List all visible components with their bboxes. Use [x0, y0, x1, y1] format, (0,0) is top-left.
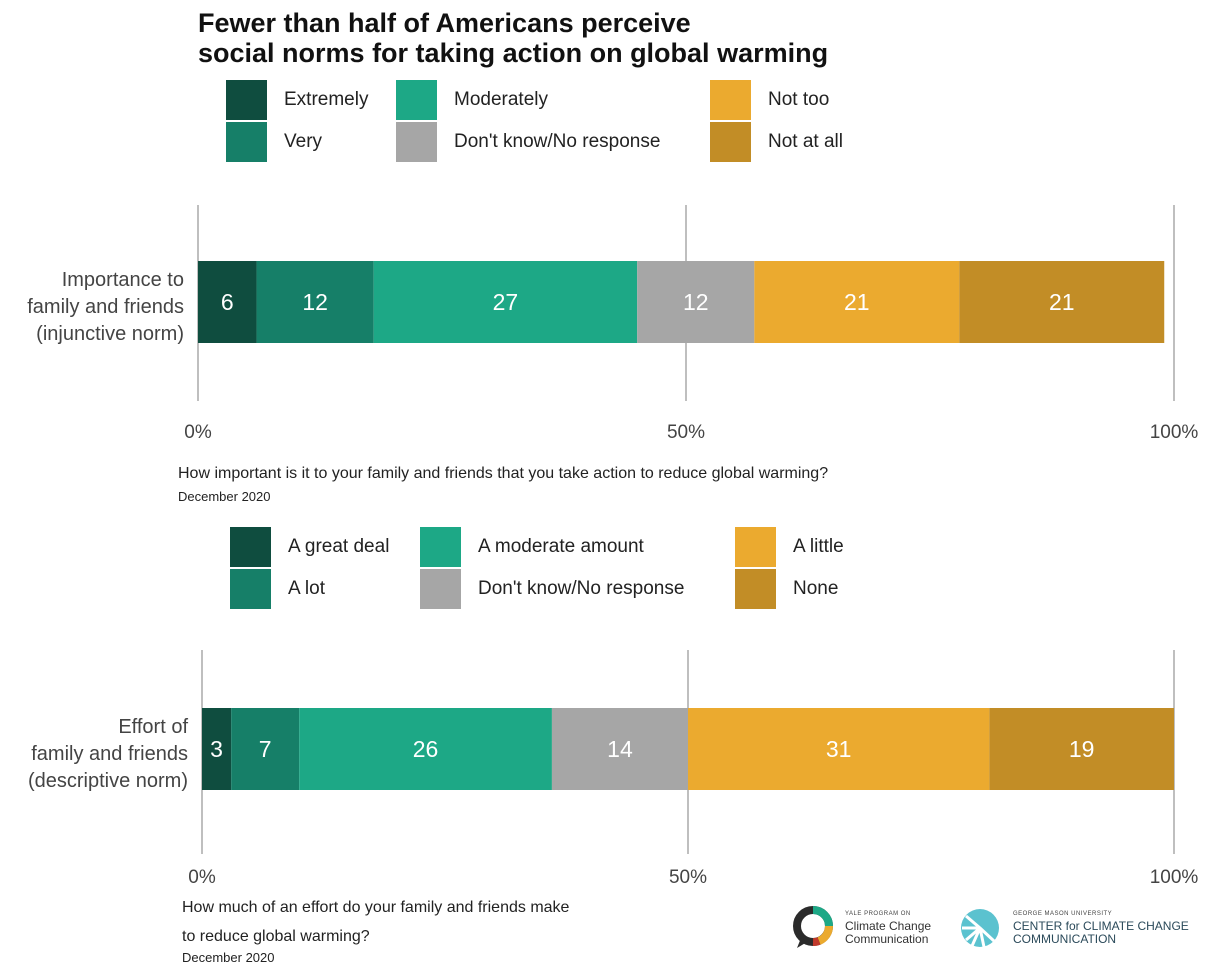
chart-2-category-label-2: (descriptive norm): [28, 770, 188, 792]
chart-2-plot: 3 7 26 14 31 19 Effort of family and friends (de…: [28, 650, 1199, 888]
legend-label-very: Very: [284, 131, 323, 152]
chart-1-bar-3: [637, 261, 755, 343]
chart-1-category-label-2: (injunctive norm): [36, 323, 184, 345]
chart-title-line-1: Fewer than half of Americans perceive: [198, 8, 691, 38]
legend-label-moderately: Moderately: [454, 89, 548, 110]
legend-swatch-none: [735, 569, 776, 609]
chart-1-date: December 2020: [178, 489, 271, 504]
chart-title-line-2: social norms for taking action on global…: [198, 38, 829, 68]
legend-label-a-lot: A lot: [288, 578, 325, 599]
legend-label-a-little: A little: [793, 536, 844, 557]
chart-2-bar-3: [551, 708, 688, 790]
chart-1-bar-label-3: 12: [683, 289, 709, 315]
legend-label-extremely: Extremely: [284, 89, 369, 110]
gmu-logo-line-1: CENTER for CLIMATE CHANGE: [1013, 919, 1189, 933]
chart-2-date: December 2020: [182, 950, 275, 965]
legend-swatch-a-lot: [230, 569, 271, 609]
yale-logo-line-2: Communication: [845, 932, 929, 946]
chart-1-bar-label-5: 21: [1049, 289, 1075, 315]
yale-logo-small: YALE PROGRAM ON: [845, 911, 911, 917]
chart-2-category-label-0: Effort of: [118, 716, 188, 738]
legend-label-a-moderate-amount: A moderate amount: [478, 536, 644, 557]
legend-label-not-at-all: Not at all: [768, 131, 843, 152]
gmu-logo: GEORGE MASON UNIVERSITY CENTER for CLIMA…: [958, 906, 1189, 952]
yale-logo-icon: [793, 906, 833, 948]
chart-2-question-line-2: to reduce global warming?: [182, 928, 370, 945]
chart-1-category-label-1: family and friends: [27, 296, 184, 318]
yale-logo: YALE PROGRAM ON Climate Change Communica…: [793, 906, 948, 952]
chart-1-bar-label-0: 6: [221, 289, 234, 315]
chart-2-bar-label-5: 19: [1069, 736, 1095, 762]
chart-2-bar-2: [299, 708, 552, 790]
yale-logo-line-1: Climate Change: [845, 919, 932, 933]
chart-2-bar-1: [231, 708, 300, 790]
chart-2-bar-4: [688, 708, 990, 790]
legend-label-dont-know: Don't know/No response: [454, 131, 661, 152]
legend-swatch-extremely: [226, 80, 267, 120]
chart-1-bar-1: [256, 261, 374, 343]
legend-swatch-a-little: [735, 527, 776, 567]
chart-1-bar-5: [959, 261, 1165, 343]
chart-1-category-label-0: Importance to: [62, 269, 184, 291]
gmu-logo-small: GEORGE MASON UNIVERSITY: [1013, 911, 1113, 917]
chart-2-bar-0: [202, 708, 232, 790]
chart-1-question: How important is it to your family and f…: [178, 465, 829, 482]
legend-swatch-dont-know-2: [420, 569, 461, 609]
chart-2-question: How much of an effort do your family and…: [182, 893, 569, 951]
chart-2-tick-label-2: 100%: [1150, 867, 1199, 888]
legend-label-none: None: [793, 578, 839, 599]
legend-swatch-a-moderate-amount: [420, 527, 461, 567]
chart-2-bar-label-2: 26: [413, 736, 439, 762]
chart-2-tick-label-1: 50%: [669, 867, 707, 888]
legend-label-not-too: Not too: [768, 89, 830, 110]
legend-label-dont-know-2: Don't know/No response: [478, 578, 685, 599]
legend-swatch-not-too: [710, 80, 751, 120]
legend-swatch-dont-know: [396, 122, 437, 162]
legend-label-a-great-deal: A great deal: [288, 536, 390, 557]
legend-swatch-a-great-deal: [230, 527, 271, 567]
chart-2-category-label-1: family and friends: [31, 743, 188, 765]
chart-2-bar-label-0: 3: [210, 736, 223, 762]
chart-1-tick-label-1: 50%: [667, 422, 705, 443]
chart-1-tick-label-2: 100%: [1150, 422, 1199, 443]
chart-1-bar-4: [754, 261, 960, 343]
chart-2-question-line-1: How much of an effort do your family and…: [182, 899, 570, 916]
chart-1-bar-label-1: 12: [302, 289, 328, 315]
legend-swatch-very: [226, 122, 267, 162]
chart-title: Fewer than half of Americans perceive so…: [198, 8, 958, 68]
chart-1-tick-label-0: 0%: [184, 422, 212, 443]
legend-swatch-moderately: [396, 80, 437, 120]
chart-2-tick-label-0: 0%: [188, 867, 216, 888]
chart-1-plot: 6 12 27 12 21 21 Importance to family and frien…: [27, 205, 1199, 443]
chart-2-bar-label-1: 7: [259, 736, 272, 762]
legend-swatch-not-at-all: [710, 122, 751, 162]
chart-2-bar-label-3: 14: [607, 736, 633, 762]
chart-1-bar-2: [373, 261, 638, 343]
gmu-logo-line-2: COMMUNICATION: [1013, 932, 1117, 946]
chart-1-bar-label-4: 21: [844, 289, 870, 315]
gmu-logo-icon: [961, 909, 999, 948]
chart-2-bar-5: [989, 708, 1174, 790]
chart-2-bar-label-4: 31: [826, 736, 852, 762]
chart-1-bar-0: [198, 261, 257, 343]
chart-1-bar-label-2: 27: [493, 289, 519, 315]
